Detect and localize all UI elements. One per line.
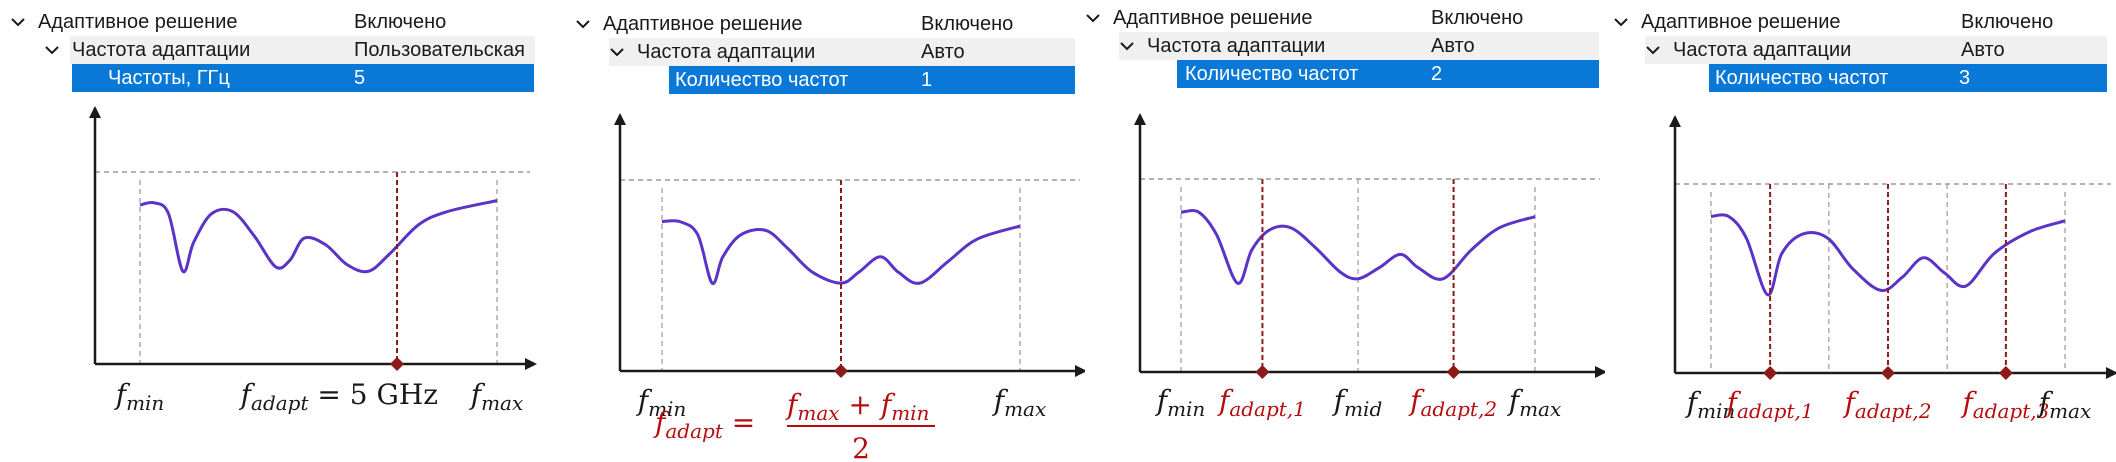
- frequency-label: fmax: [2037, 386, 2092, 423]
- response-curve: [139, 199, 498, 274]
- tree-label: Адаптивное решение: [603, 13, 803, 35]
- adapt-frequency-marker: [1446, 365, 1461, 379]
- response-curve: [661, 219, 1021, 285]
- selection-bg: [72, 64, 534, 92]
- tree-label: Адаптивное решение: [38, 11, 238, 33]
- chevron-down-icon[interactable]: [575, 10, 591, 38]
- frequency-chart: fmin fadapt = 5 GHz fmax: [89, 106, 537, 415]
- chevron-down-icon[interactable]: [44, 36, 60, 64]
- row-bg: [1119, 32, 1599, 60]
- tree-label: Частота адаптации: [637, 41, 816, 63]
- response-curve: [1710, 213, 2066, 297]
- frequency-label: fadapt,2: [1843, 386, 1932, 423]
- chevron-down-icon[interactable]: [609, 38, 625, 66]
- tree-label: Частота адаптации: [1673, 39, 1852, 61]
- frequency-label: fadapt = 5 GHz: [239, 378, 438, 415]
- adapt-frequency-marker: [1881, 366, 1895, 380]
- frequency-label: fadapt,2: [1408, 384, 1497, 421]
- tree-value[interactable]: 1: [921, 69, 933, 91]
- tree-row-adaptive[interactable]: Адаптивное решение Включено: [1613, 8, 2108, 36]
- tree-row-adaptive[interactable]: Адаптивное решение Включено: [1085, 4, 1595, 32]
- tree-row-frequency-mode[interactable]: Частота адаптации Авто: [1119, 32, 1599, 60]
- adapt-frequency-marker: [1255, 365, 1270, 379]
- panel-4: Адаптивное решение Включено Частота адап…: [1605, 0, 2116, 462]
- panel-1: Адаптивное решение Включено Частота адап…: [0, 0, 540, 462]
- chevron-down-icon[interactable]: [10, 8, 26, 36]
- adapt-frequency-marker: [390, 357, 405, 371]
- tree-value[interactable]: Включено: [1961, 11, 2054, 33]
- tree-row-param[interactable]: Частоты, ГГц 5: [108, 64, 528, 92]
- tree-label: Частота адаптации: [1147, 35, 1326, 57]
- tree-value[interactable]: 2: [1431, 63, 1443, 85]
- tree-row-frequency-mode[interactable]: Частота адаптации Пользовательская: [44, 36, 534, 64]
- tree-value[interactable]: 5: [354, 67, 366, 89]
- formula-lhs: fadapt =: [653, 406, 755, 443]
- panel-3: Адаптивное решение Включено Частота адап…: [1085, 0, 1605, 462]
- tree-value[interactable]: Включено: [354, 11, 447, 33]
- tree-value[interactable]: Включено: [921, 13, 1014, 35]
- adapt-frequency-marker: [1763, 366, 1778, 380]
- tree-label: Количество частот: [1715, 67, 1889, 89]
- row-bg: [70, 36, 535, 64]
- adapt-frequency-marker: [1998, 366, 2013, 380]
- tree-row-frequency-mode[interactable]: Частота адаптации Авто: [609, 38, 1075, 66]
- row-bg: [1645, 36, 2107, 64]
- frequency-label: fmid: [1332, 384, 1383, 421]
- tree-value[interactable]: Авто: [1961, 39, 2005, 61]
- chevron-down-icon[interactable]: [1119, 32, 1135, 60]
- tree-label: Количество частот: [675, 69, 849, 91]
- frequency-label: fadapt,1: [1725, 386, 1814, 423]
- frequency-label: fmax: [1507, 384, 1562, 421]
- adapt-frequency-marker: [834, 364, 848, 378]
- tree-row-frequency-mode[interactable]: Частота адаптации Авто: [1645, 36, 2107, 64]
- tree-row-adaptive[interactable]: Адаптивное решение Включено: [10, 8, 530, 36]
- tree-row-param[interactable]: Количество частот 1: [675, 66, 1071, 94]
- tree-label: Количество частот: [1185, 63, 1359, 85]
- tree-value[interactable]: Включено: [1431, 7, 1524, 29]
- row-bg: [609, 38, 1075, 66]
- formula-denominator: 2: [852, 432, 870, 462]
- frequency-label: fadapt,1: [1217, 384, 1306, 421]
- panel-2: Адаптивное решение Включено Частота адап…: [565, 0, 1085, 462]
- tree-row-adaptive[interactable]: Адаптивное решение Включено: [575, 10, 1075, 38]
- frequency-label: fmin: [114, 378, 165, 415]
- selection-bg: [1709, 64, 2107, 92]
- frequency-label: fmax: [992, 384, 1047, 421]
- frequency-label: fadapt,3: [1960, 386, 2049, 423]
- tree-row-param[interactable]: Количество частот 2: [1185, 60, 1595, 88]
- tree-label: Частота адаптации: [72, 39, 251, 61]
- tree-label: Адаптивное решение: [1113, 7, 1313, 29]
- selection-bg: [1177, 60, 1599, 88]
- selection-bg: [669, 66, 1075, 94]
- adapt-formula: fadapt = fmax + fmin 2: [653, 388, 935, 462]
- tree-value[interactable]: 3: [1959, 67, 1971, 89]
- chevron-down-icon[interactable]: [1085, 4, 1101, 32]
- formula-numerator: fmax + fmin: [785, 388, 929, 425]
- tree-value[interactable]: Пользовательская: [354, 39, 525, 61]
- frequency-chart: fmin fadapt,1 fmid fadapt,2 fmax: [1134, 113, 1605, 421]
- response-curve: [1180, 209, 1536, 285]
- tree-label: Адаптивное решение: [1641, 11, 1841, 33]
- chevron-down-icon[interactable]: [1613, 8, 1629, 36]
- frequency-label: fmax: [469, 378, 524, 415]
- tree-value[interactable]: Авто: [1431, 35, 1475, 57]
- frequency-label: fmin: [1155, 384, 1206, 421]
- tree-row-param[interactable]: Количество частот 3: [1715, 64, 2105, 92]
- tree-value[interactable]: Авто: [921, 41, 965, 63]
- tree-label: Частоты, ГГц: [108, 67, 230, 89]
- chevron-down-icon[interactable]: [1645, 36, 1661, 64]
